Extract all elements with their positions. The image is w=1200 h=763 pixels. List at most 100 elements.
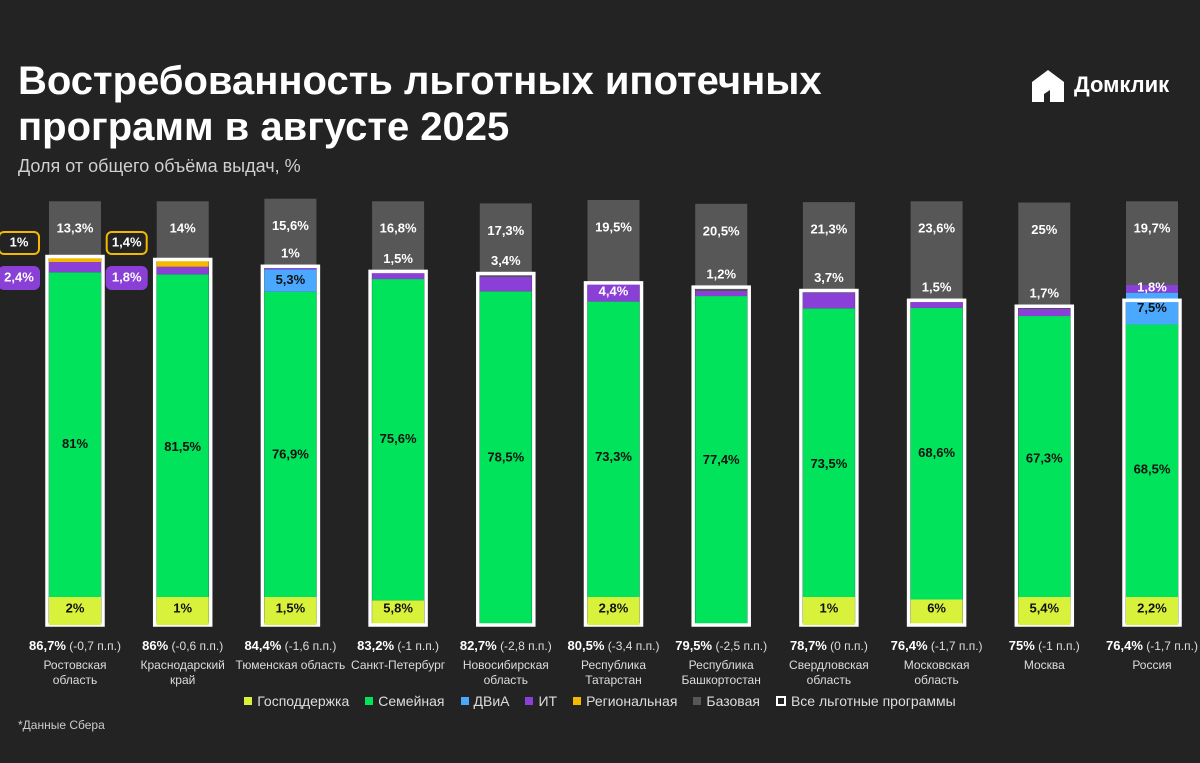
total-change: (-0,7 п.п.) (69, 639, 121, 653)
total-value: 78,7% (789, 638, 827, 653)
total-value: 76,4% (890, 638, 928, 653)
category-label: Санкт-Петербург (351, 658, 446, 672)
data-label: 73,3% (595, 449, 632, 464)
label-box (1126, 597, 1178, 625)
total-label: 76,4% (-1,7 п.п.) (1092, 638, 1200, 653)
legend-item: ИТ (525, 693, 557, 709)
legend-label: ДВиА (473, 693, 510, 709)
total-label: 86,7% (-0,7 п.п.) (15, 638, 135, 653)
bar-segment (587, 200, 640, 283)
data-label: 75,6% (380, 431, 417, 446)
data-label: 73,5% (810, 456, 847, 471)
bar-segment (802, 202, 855, 293)
data-label: 15,6% (272, 218, 309, 233)
bar-segment (264, 291, 317, 619)
bar-segment (587, 301, 640, 614)
total-change: (-2,8 п.п.) (500, 639, 552, 653)
legend-label: ИТ (538, 693, 558, 709)
legend-swatch (693, 697, 702, 705)
bar-segment (479, 203, 532, 277)
bar-segment (1018, 202, 1071, 309)
total-value: 83,2% (357, 638, 395, 653)
total-label: 79,5% (-2,5 п.п.) (661, 638, 781, 653)
total-change: (-3,4 п.п.) (607, 639, 660, 653)
data-label: 1,8% (1137, 280, 1167, 295)
bar-segment (49, 272, 101, 617)
data-label: 1% (10, 234, 29, 249)
legend-label: Все льготные программы (790, 693, 956, 709)
bar-segment (802, 308, 855, 621)
total-label: 82,7% (-2,8 п.п.) (446, 638, 566, 653)
total-label: 84,4% (-1,6 п.п.) (230, 638, 350, 653)
category-label: Ростовская область (43, 658, 107, 687)
data-label: 2,4% (4, 269, 34, 284)
bar-segment (264, 198, 317, 266)
data-label: 76,9% (272, 447, 309, 462)
total-value: 75% (1008, 638, 1035, 653)
data-label: 1,5% (922, 280, 952, 295)
total-change: (-1 п.п.) (1038, 639, 1080, 653)
bar-segment (910, 201, 963, 302)
label-box (802, 597, 855, 625)
data-label: 78,5% (487, 450, 524, 465)
bar-segment (372, 600, 425, 625)
category-label: Новосибирская область (462, 658, 549, 687)
category-label: Москва (1023, 658, 1065, 672)
data-label: 1,8% (112, 269, 142, 284)
total-value: 86% (142, 638, 169, 653)
data-label: 1,2% (706, 267, 736, 282)
total-change: (-1,6 п.п.) (284, 639, 337, 653)
data-label: 1% (820, 600, 839, 615)
data-label: 68,6% (918, 445, 955, 460)
bar-segment (156, 266, 209, 275)
data-label: 67,3% (1026, 450, 1063, 465)
bar-segment (49, 262, 101, 273)
data-label: 13,3% (57, 221, 94, 236)
legend: Господдержка Семейная ДВиА ИТ Региональная Ба… (0, 693, 1200, 709)
data-label: 2,8% (599, 600, 629, 615)
label-box (49, 597, 101, 625)
bar-segment (1018, 308, 1071, 317)
legend-swatch (775, 696, 786, 706)
bar-segment (695, 203, 748, 291)
bar-segment (802, 292, 855, 309)
data-label: 23,6% (918, 221, 955, 236)
data-label: 2,2% (1137, 600, 1167, 615)
data-label: 21,3% (810, 222, 847, 237)
data-label: 1,7% (1029, 286, 1059, 301)
bar-segment (156, 274, 209, 621)
bar-segment (910, 301, 963, 308)
legend-label: Семейная (378, 693, 445, 709)
label-box (264, 597, 317, 625)
legend-label: Господдержка (257, 693, 350, 709)
bar-segment (1126, 324, 1178, 616)
data-label: 3,7% (814, 270, 844, 285)
category-label: Республика Башкортостан (681, 658, 761, 687)
category-label: Республика Татарстан (580, 658, 646, 687)
label-box (1018, 597, 1071, 625)
total-label: 80,5% (-3,4 п.п.) (554, 638, 674, 653)
total-change: (-1 п.п.) (397, 639, 440, 653)
bar-segment (479, 276, 532, 292)
brand-logo (1032, 70, 1064, 102)
chart-title: Востребованность льготных ипотечных прог… (18, 59, 822, 149)
category-label: Краснодарский край (140, 658, 225, 687)
bar-segment (372, 272, 425, 280)
data-label: 14% (170, 221, 196, 236)
data-label: 3,4% (491, 253, 521, 268)
bar-segment (479, 291, 532, 625)
category-label: Россия (1132, 658, 1172, 672)
data-label: 1% (281, 246, 300, 261)
bar-segment (1126, 201, 1178, 285)
data-label: 5,3% (276, 272, 306, 287)
callout (105, 231, 148, 255)
callout (0, 266, 40, 290)
bar-segment (156, 260, 209, 267)
data-label: 1,5% (276, 600, 306, 615)
total-label: 86% (-0,6 п.п.) (123, 638, 243, 653)
legend-label: Базовая (706, 693, 760, 709)
total-label: 83,2% (-1 п.п.) (338, 638, 458, 653)
legend-item: Семейная (365, 693, 445, 709)
data-label: 19,7% (1134, 221, 1171, 236)
legend-item: Базовая (693, 693, 760, 709)
